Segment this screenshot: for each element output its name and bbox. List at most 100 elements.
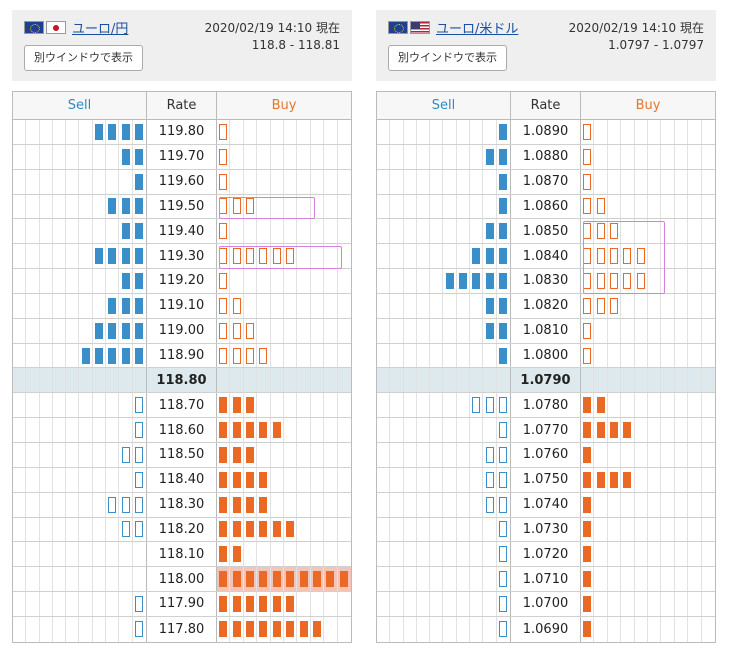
sell-cell — [93, 418, 107, 442]
buy-cell — [661, 567, 675, 592]
buy-cell — [581, 567, 595, 592]
open-window-button[interactable]: 別ウインドウで表示 — [24, 45, 143, 71]
sell-order-block — [135, 471, 144, 488]
sell-cell — [457, 393, 471, 418]
sell-order-block — [135, 521, 144, 538]
buy-cell — [661, 418, 675, 442]
buy-order-block — [259, 521, 268, 538]
buy-cell — [257, 144, 271, 169]
buy-cell — [635, 169, 648, 194]
sell-cell — [133, 344, 146, 368]
buy-cell — [608, 244, 622, 269]
buy-cell — [257, 467, 271, 492]
sell-cell — [457, 219, 471, 244]
rate-value: 119.60 — [147, 169, 217, 194]
buy-cell — [661, 318, 675, 343]
buy-order-block — [583, 173, 592, 190]
buy-cell — [608, 169, 622, 194]
pair-link[interactable]: ユーロ/円 — [72, 22, 129, 37]
sell-order-block — [94, 123, 103, 140]
sell-cell — [26, 442, 40, 467]
buy-cell — [217, 343, 231, 368]
sell-cell — [40, 120, 53, 144]
buy-cell — [635, 219, 648, 244]
buy-cells — [581, 616, 715, 642]
buy-order-block — [259, 621, 268, 638]
buy-cell — [675, 120, 689, 144]
buy-cell — [311, 418, 325, 442]
sell-cells — [377, 567, 511, 592]
sell-cell — [417, 293, 431, 318]
buy-cell — [230, 318, 244, 343]
sell-cell — [483, 492, 497, 517]
buy-cell — [244, 492, 258, 517]
sell-cell — [66, 293, 80, 318]
sell-cell — [470, 144, 484, 169]
sell-header: Sell — [13, 92, 147, 119]
buy-order-block — [232, 322, 241, 339]
sell-cells — [13, 592, 147, 616]
sell-cell — [40, 542, 53, 567]
sell-cells — [13, 467, 147, 492]
sell-cell — [133, 368, 146, 392]
sell-cells — [13, 269, 147, 293]
sell-cell — [430, 517, 444, 542]
sell-cell — [497, 145, 510, 169]
buy-cell — [297, 120, 311, 144]
sell-order-block — [499, 198, 508, 215]
buy-order-block — [596, 223, 605, 240]
ladder-row: 1.0800 — [377, 343, 715, 369]
buy-order-block — [219, 446, 228, 463]
open-window-button[interactable]: 別ウインドウで表示 — [388, 45, 507, 71]
sell-order-block — [499, 148, 508, 165]
buy-order-block — [245, 347, 254, 364]
sell-order-block — [499, 546, 508, 563]
sell-order-block — [499, 422, 508, 439]
buy-cell — [230, 144, 244, 169]
buy-header: Buy — [635, 98, 661, 113]
sell-cell — [93, 616, 107, 642]
buy-cell — [648, 318, 662, 343]
rate-value: 119.70 — [147, 144, 217, 169]
buy-cell — [635, 318, 648, 343]
buy-cell — [230, 442, 244, 467]
sell-cell — [457, 120, 471, 144]
ladder-row: 118.40 — [13, 467, 351, 493]
sell-cell — [377, 169, 391, 194]
buy-order-block — [623, 248, 632, 265]
buy-cell — [648, 219, 662, 244]
sell-cells — [13, 244, 147, 269]
sell-cell — [106, 492, 120, 517]
buy-order-block — [272, 248, 281, 265]
ladder-row: 1.0880 — [377, 144, 715, 170]
pair-link[interactable]: ユーロ/米ドル — [436, 22, 519, 37]
buy-cell — [338, 443, 351, 467]
buy-cell — [635, 120, 648, 144]
sell-order-block — [121, 322, 130, 339]
buy-cell — [594, 318, 608, 343]
sell-cell — [404, 120, 417, 144]
buy-order-block — [219, 148, 228, 165]
buy-order-block — [245, 446, 254, 463]
buy-order-block — [583, 297, 592, 314]
sell-cell — [377, 120, 391, 144]
buy-cell — [594, 418, 608, 442]
buy-order-block — [312, 571, 321, 588]
buy-cell — [635, 592, 648, 616]
sell-cell — [417, 244, 431, 269]
sell-cell — [377, 418, 391, 442]
buy-cell — [244, 368, 258, 393]
sell-order-block — [472, 248, 481, 265]
buy-cell — [675, 616, 689, 642]
sell-order-block — [485, 148, 494, 165]
sell-cell — [430, 293, 444, 318]
buy-cell — [297, 244, 311, 269]
buy-cells — [217, 616, 351, 642]
sell-cell — [79, 592, 93, 616]
buy-cells — [581, 269, 715, 293]
buy-order-block — [596, 471, 605, 488]
sell-order-block — [499, 471, 508, 488]
buy-cells — [217, 368, 351, 393]
buy-order-block — [623, 272, 632, 289]
sell-cell — [106, 418, 120, 442]
